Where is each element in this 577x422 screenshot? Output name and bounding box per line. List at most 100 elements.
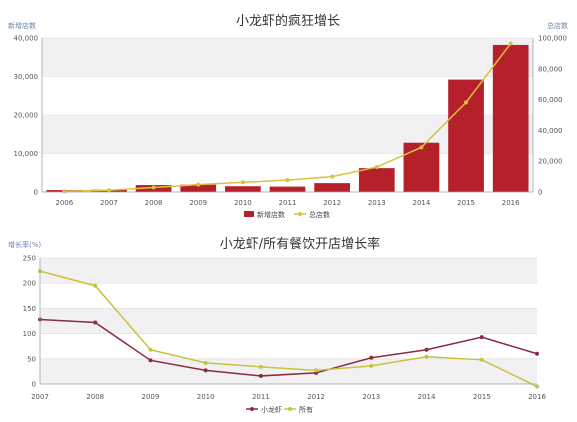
legend-series-a-label: 小龙虾	[261, 405, 282, 414]
x-tick-label: 2010	[234, 199, 252, 207]
bar	[403, 142, 440, 192]
chart-2-axes	[39, 258, 537, 385]
chart-1-line-series	[62, 41, 513, 194]
chart-2-tick-labels: 0 50 100 150 200 250 2007 2008 2009 2010 2011 2012 2…	[23, 255, 547, 402]
x-tick-label: 2012	[323, 199, 341, 207]
line-point	[240, 180, 245, 185]
chart-2-legend: 小龙虾 所有	[246, 405, 313, 414]
line-point	[330, 174, 335, 179]
legend-line-marker	[298, 212, 302, 216]
legend-bar-swatch	[244, 211, 254, 217]
grid-band	[42, 38, 533, 77]
line-point	[203, 368, 208, 373]
bar	[180, 184, 217, 192]
x-tick-label: 2014	[412, 199, 430, 207]
y-tick-label: 150	[23, 305, 36, 313]
y-right-tick-label: 60,000	[538, 96, 563, 104]
chart-1-left-axis-title: 新增店数	[8, 21, 36, 30]
x-tick-label: 2014	[418, 393, 436, 401]
x-tick-label: 2013	[362, 393, 380, 401]
y-tick-label: 50	[27, 355, 36, 363]
legend-series-b-label: 所有	[299, 405, 313, 414]
line-point	[196, 182, 201, 187]
y-right-tick-label: 20,000	[538, 158, 563, 166]
x-tick-label: 2008	[145, 199, 163, 207]
line-point	[314, 368, 319, 373]
bar	[492, 44, 529, 193]
line-point	[148, 347, 153, 352]
y-right-tick-label: 80,000	[538, 65, 563, 73]
y-left-tick-label: 10,000	[14, 150, 39, 158]
line-point	[151, 185, 156, 190]
x-tick-label: 2007	[31, 393, 49, 401]
x-tick-label: 2009	[189, 199, 207, 207]
legend-bar-label: 新增店数	[257, 210, 285, 219]
line-point	[424, 354, 429, 359]
chart-2-line-series	[38, 269, 539, 389]
line-point	[464, 100, 469, 105]
y-left-tick-label: 40,000	[14, 35, 39, 43]
x-tick-label: 2008	[86, 393, 104, 401]
line-point	[374, 165, 379, 170]
x-tick-label: 2006	[55, 199, 73, 207]
bar	[225, 186, 261, 192]
line-point	[106, 188, 111, 193]
chart-1-right-axis-title: 总店数	[547, 21, 568, 30]
y-left-tick-label: 20,000	[14, 112, 39, 120]
y-left-tick-label: 0	[34, 189, 38, 197]
bar	[314, 183, 350, 192]
chart-2-title: 小龙虾/所有餐饮开店增长率	[220, 236, 380, 252]
chart-1-legend: 新增店数 总店数	[244, 210, 330, 219]
line-point	[148, 358, 153, 363]
line-point	[508, 41, 513, 46]
line-point	[258, 373, 263, 378]
line-point	[535, 351, 539, 356]
line-point	[535, 384, 539, 389]
bar	[269, 186, 306, 192]
line-point	[258, 364, 263, 369]
y-tick-label: 0	[32, 381, 36, 389]
line-point	[203, 360, 208, 365]
y-tick-label: 200	[23, 280, 36, 288]
chart-1: 小龙虾的疯狂增长 新增店数 总店数 0 10,000 20,000 30,000 40,…	[8, 13, 568, 219]
grid-band	[40, 358, 537, 384]
x-tick-label: 2011	[279, 199, 297, 207]
line-point	[479, 357, 484, 362]
line-point	[93, 283, 98, 288]
x-tick-label: 2016	[502, 199, 520, 207]
chart-1-axes	[41, 38, 534, 193]
chart-2-grid-bands	[40, 258, 537, 384]
x-tick-label: 2015	[457, 199, 475, 207]
x-tick-label: 2009	[142, 393, 160, 401]
x-tick-label: 2007	[100, 199, 118, 207]
grid-band	[40, 308, 537, 334]
line-point	[369, 355, 374, 360]
y-right-tick-label: 100,000	[538, 35, 567, 43]
x-tick-label: 2016	[528, 393, 546, 401]
legend-series-b-marker	[288, 407, 292, 411]
x-tick-label: 2011	[252, 393, 270, 401]
y-tick-label: 100	[23, 330, 36, 338]
line-point	[419, 145, 424, 150]
x-tick-label: 2013	[368, 199, 386, 207]
line-series-crayfish	[39, 318, 538, 377]
line-point	[479, 335, 484, 340]
line-point	[62, 189, 67, 194]
y-left-tick-label: 30,000	[14, 73, 39, 81]
chart-1-title: 小龙虾的疯狂增长	[236, 13, 340, 29]
legend-series-a-marker	[250, 407, 254, 411]
chart-2: 小龙虾/所有餐饮开店增长率 增长率(%) 0 50 100 150 200 250 2007…	[8, 236, 546, 414]
y-right-tick-label: 40,000	[538, 127, 563, 135]
chart-1-tick-labels: 0 10,000 20,000 30,000 40,000 0 20,000 40,000 60…	[14, 35, 567, 208]
line-series-all	[39, 270, 538, 388]
x-tick-label: 2012	[307, 393, 325, 401]
bar	[358, 168, 395, 192]
y-tick-label: 250	[23, 255, 36, 263]
grid-band	[40, 258, 537, 284]
x-tick-label: 2015	[473, 393, 491, 401]
line-point	[369, 363, 374, 368]
line-point	[285, 178, 290, 183]
chart-2-axis-title: 增长率(%)	[8, 240, 41, 249]
line-point	[93, 320, 98, 325]
